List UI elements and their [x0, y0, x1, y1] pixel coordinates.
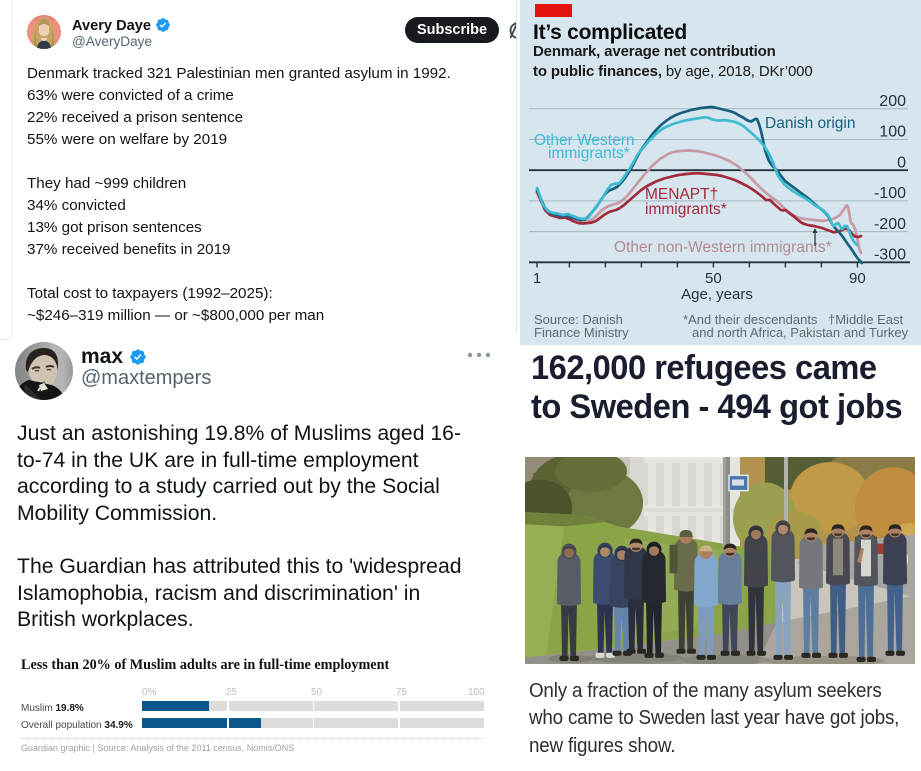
- svg-text:MENAPT†: MENAPT†: [645, 186, 718, 203]
- svg-text:Danish origin: Danish origin: [765, 115, 855, 132]
- svg-text:†Middle East: †Middle East: [828, 312, 904, 327]
- svg-text:-200: -200: [874, 216, 906, 233]
- svg-text:immigrants*: immigrants*: [548, 145, 630, 162]
- svg-text:90: 90: [849, 270, 866, 287]
- svg-text:Source: Danish: Source: Danish: [534, 312, 623, 327]
- svg-text:Other Western: Other Western: [534, 132, 635, 149]
- svg-text:immigrants*: immigrants*: [645, 201, 727, 218]
- svg-text:0: 0: [897, 154, 906, 171]
- svg-text:200: 200: [879, 93, 906, 110]
- svg-text:Age, years: Age, years: [681, 286, 753, 303]
- svg-text:1: 1: [533, 270, 541, 287]
- svg-text:Finance Ministry: Finance Ministry: [534, 325, 629, 340]
- svg-text:-300: -300: [874, 247, 906, 264]
- svg-text:-100: -100: [874, 185, 906, 202]
- svg-text:100: 100: [879, 124, 906, 141]
- svg-text:50: 50: [705, 270, 722, 287]
- svg-text:Other non-Western immigrants*: Other non-Western immigrants*: [614, 239, 832, 256]
- svg-text:and north Africa, Pakistan and: and north Africa, Pakistan and Turkey: [692, 325, 909, 340]
- svg-text:*And their descendants: *And their descendants: [683, 312, 818, 327]
